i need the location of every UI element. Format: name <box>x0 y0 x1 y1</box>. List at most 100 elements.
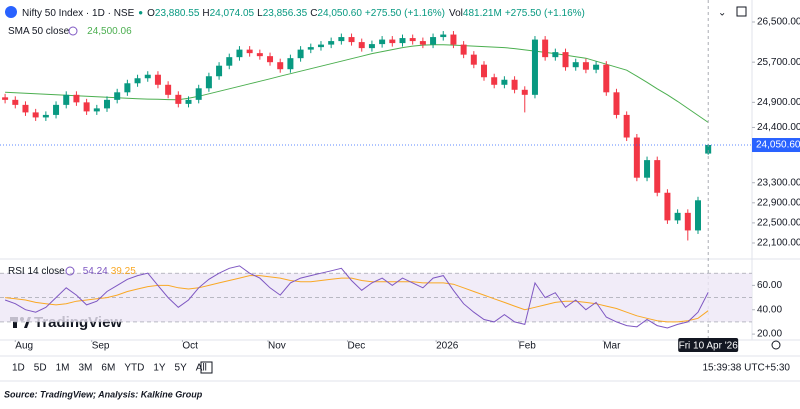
source: Source: TradingView; Analysis: Kalkine G… <box>4 389 203 399</box>
legend: SMA 50 close 24,500.06 <box>8 26 132 37</box>
range-button[interactable]: 1D <box>12 363 25 374</box>
candle-body <box>562 52 569 68</box>
candle-body <box>664 192 671 221</box>
status-dot: ● <box>138 8 143 17</box>
candle-body <box>644 160 651 178</box>
x-cursor-box <box>678 338 739 352</box>
candle-body <box>124 83 131 93</box>
candle-body <box>63 94 70 105</box>
maximize-icon[interactable] <box>736 6 747 17</box>
date-range-icon[interactable] <box>200 361 213 374</box>
y-tick-label: 22,500.00 <box>757 218 800 229</box>
candle-body <box>674 212 681 221</box>
y-tick-label: 24,400.00 <box>757 122 800 133</box>
candle-body <box>236 49 243 58</box>
x-tick-label: Fri 10 Apr '26 <box>679 341 739 352</box>
y-tick-label: 40.00 <box>757 304 782 315</box>
candle-body <box>705 145 712 154</box>
candle-body <box>572 62 579 68</box>
candle-body <box>307 47 314 50</box>
candle-body <box>22 104 29 113</box>
ohlc-key: C <box>310 8 317 19</box>
y-tick-label: 20.00 <box>757 329 782 340</box>
ohlc-key: L <box>257 8 263 19</box>
ohlc-value: 24,050.60 <box>317 8 362 19</box>
candle-body <box>348 37 355 43</box>
candle-body <box>83 102 90 112</box>
legend-name: SMA 50 close <box>8 26 70 37</box>
x-tick-label: Sep <box>92 341 110 352</box>
candle-body <box>205 76 212 89</box>
candle-body <box>633 137 640 178</box>
change: +275.50 (+1.16%) <box>365 8 445 19</box>
settings-icon[interactable] <box>771 340 781 350</box>
candle-body <box>481 64 488 78</box>
y-tick-label: 26,500.00 <box>757 17 800 28</box>
range-button[interactable]: 5D <box>34 363 47 374</box>
candle-body <box>521 89 528 95</box>
candle-body <box>12 99 19 105</box>
candle-body <box>287 58 294 70</box>
rsi-line <box>4 265 709 329</box>
sma-line <box>5 44 709 123</box>
candle-body <box>165 84 172 95</box>
candle-body <box>399 38 406 44</box>
candle-body <box>175 94 182 104</box>
candle-body <box>684 212 691 231</box>
candle-body <box>531 39 538 95</box>
candle-body <box>654 160 661 193</box>
range-button[interactable]: YTD <box>124 363 144 374</box>
candle-body <box>114 92 121 100</box>
candle-body <box>694 200 701 231</box>
collapse-icon[interactable]: ⌄ <box>718 8 726 19</box>
clock: 15:39:38 UTC+5:30 <box>702 363 790 374</box>
candle-body <box>216 65 223 77</box>
legend: RSI 14 close 54.24 39.25 <box>8 266 136 277</box>
candle-body <box>185 99 192 104</box>
candle-body <box>93 108 100 112</box>
ohlc-value: 23,880.55 <box>155 8 200 19</box>
range-button[interactable]: 6M <box>101 363 115 374</box>
x-tick-label: Feb <box>519 341 537 352</box>
range-button[interactable]: 1M <box>56 363 70 374</box>
price-tag: 24,050.60 <box>756 140 800 151</box>
candle-body <box>491 77 498 85</box>
y-tick-label: 25,700.00 <box>757 57 800 68</box>
candle-body <box>419 41 426 45</box>
candle-body <box>389 39 396 44</box>
candle-body <box>328 41 335 45</box>
range-button[interactable]: All <box>196 363 207 374</box>
legend-value: 24,500.06 <box>87 26 132 37</box>
legend-icon <box>68 26 78 36</box>
candle-body <box>267 56 274 63</box>
candle-body <box>368 44 375 49</box>
symbol: Nifty 50 Index · 1D · NSE <box>22 8 135 19</box>
candle-body <box>409 38 416 42</box>
candle-body <box>73 94 80 103</box>
y-tick-label: 60.00 <box>757 280 782 291</box>
candle-body <box>338 37 345 42</box>
range-button[interactable]: 5Y <box>175 363 188 374</box>
legend-name: RSI 14 close <box>8 266 65 277</box>
legend-value: 39.25 <box>111 266 136 277</box>
legend-icon <box>65 266 75 276</box>
symbol-icon <box>5 6 17 18</box>
volume: 481.21M <box>463 8 502 19</box>
y-tick-label: 24,900.00 <box>757 97 800 108</box>
price-tag-box <box>752 138 800 153</box>
candle-body <box>460 44 467 55</box>
candle-body <box>593 64 600 70</box>
range-button[interactable]: 1Y <box>153 363 166 374</box>
candle-body <box>623 114 630 138</box>
candle-body <box>603 64 610 93</box>
header: Nifty 50 Index · 1D · NSE ● O23,880.55 H24,… <box>22 8 585 19</box>
candle-body <box>144 74 151 79</box>
candle-body <box>613 92 620 115</box>
candle-body <box>470 54 477 65</box>
candle-body <box>297 49 304 59</box>
range-button[interactable]: 3M <box>79 363 93 374</box>
rsi-line <box>5 275 709 323</box>
y-tick-label: 22,100.00 <box>757 238 800 249</box>
candle-body <box>195 88 202 100</box>
ohlc-value: 23,856.35 <box>263 8 308 19</box>
